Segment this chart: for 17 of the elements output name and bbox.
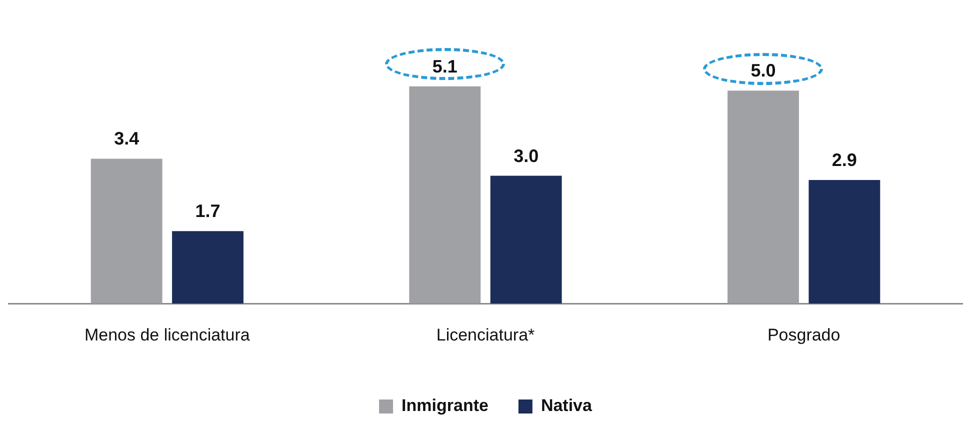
x-tick-label: Posgrado [767,325,840,344]
data-label: 3.4 [114,128,140,149]
bar [808,180,880,304]
legend-label: Inmigrante [402,396,488,416]
data-label: 3.0 [514,146,539,166]
data-label: 1.7 [195,201,220,222]
x-tick-label: Licenciatura* [436,325,536,344]
bar [90,158,162,304]
data-label: 5.1 [432,56,458,76]
bar [490,176,562,304]
legend-label: Nativa [540,396,593,416]
bar [172,231,244,304]
bar [409,86,481,304]
data-label: 2.9 [832,150,857,170]
bar [728,90,799,304]
data-label: 5.0 [750,60,776,81]
x-tick-label: Menos de licenciatura [84,325,250,344]
